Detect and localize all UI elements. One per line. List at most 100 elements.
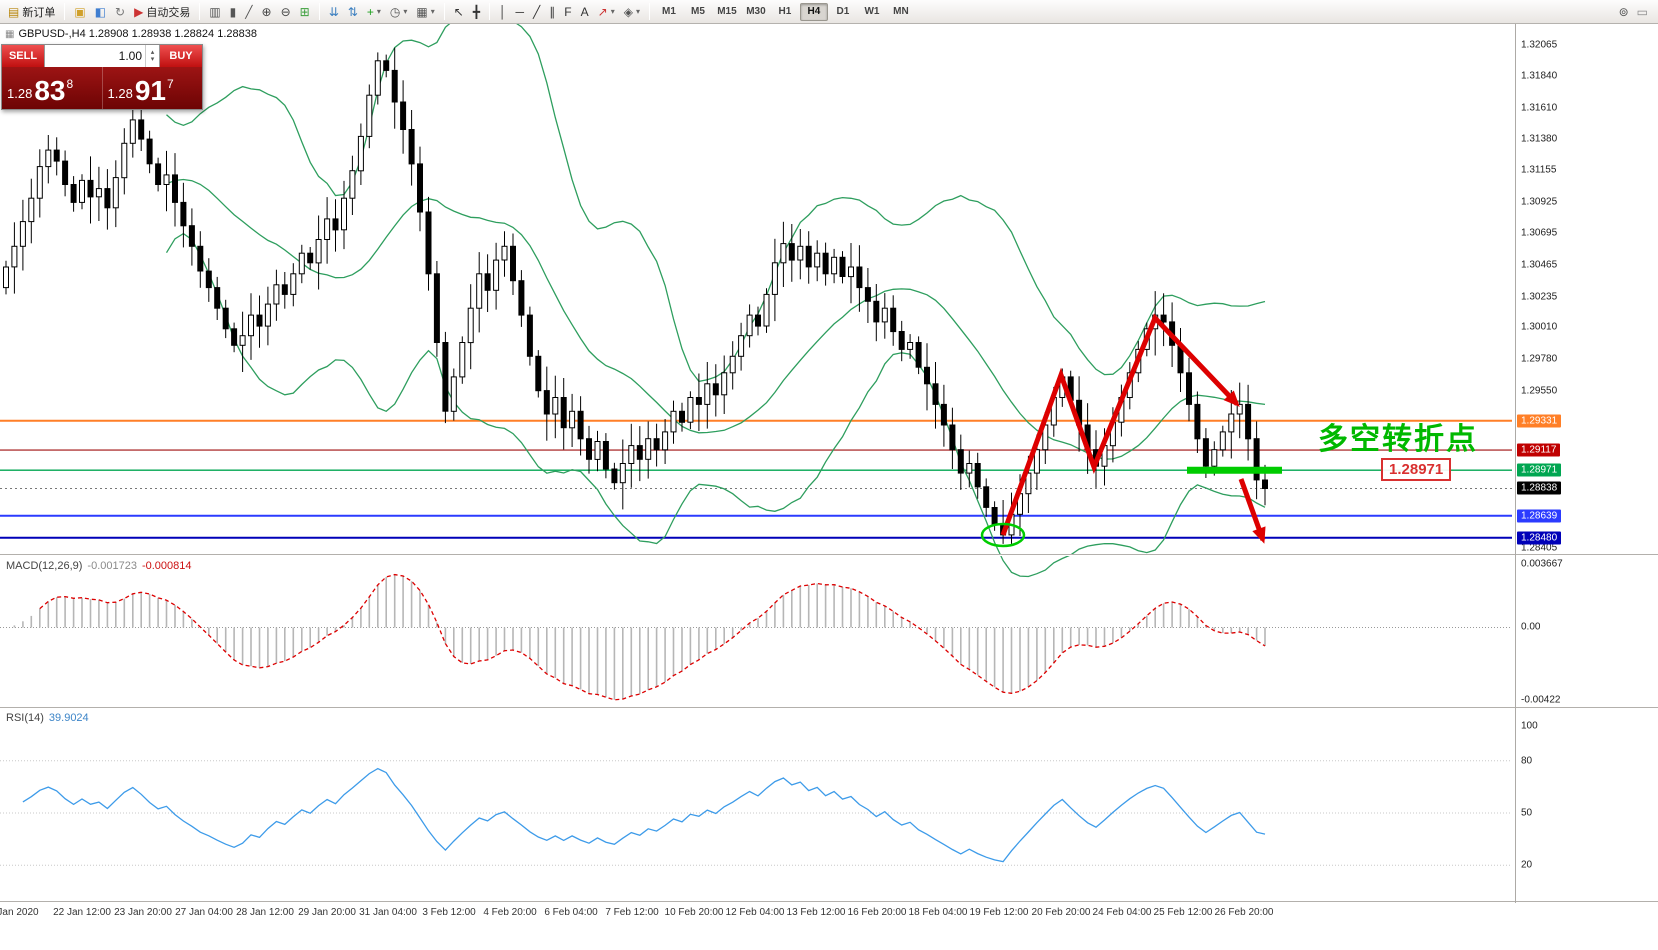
timeframe-m1-button[interactable]: M1 [662,6,676,17]
search-button[interactable]: ⊚ [1615,2,1633,22]
trade-panel-prices: 1.28 83 8 1.28 91 7 [2,67,202,109]
template-button[interactable]: ▦ ▾ [412,2,438,22]
bar-chart-icon: ▥ [209,4,221,19]
refresh-icon: ↻ [115,4,126,19]
shapes-button[interactable]: ◈ ▾ [620,2,644,22]
toolbar-right-group: ⊚ ▭ [1615,1,1652,23]
macd-signal-value: -0.000814 [141,560,192,572]
rsi-pane-divider[interactable] [0,707,1658,709]
sell-price-big: 83 [34,75,66,106]
new-order-button[interactable]: ▤ 新订单 [4,2,59,22]
trendline-icon: ╱ [533,4,541,19]
line-chart-button[interactable]: ╱ [241,2,256,22]
rsi-value: 39.9024 [48,712,89,724]
price-axis[interactable] [1515,24,1577,903]
zoom-out-button[interactable]: ⊖ [277,2,295,22]
horizontal-line-icon: ─ [515,4,525,19]
macd-pane[interactable] [0,556,1515,707]
vertical-line-button[interactable]: │ [495,2,511,22]
sell-price[interactable]: 1.28 83 8 [2,67,102,109]
indicator-list-icon: ⇊ [328,4,339,19]
buy-button[interactable]: BUY [160,45,202,67]
buy-price-big: 91 [134,75,166,106]
stepper-up-icon[interactable]: ▴ [150,49,155,56]
turning-point-annotation[interactable]: 多空转折点 [1318,423,1478,456]
chevron-down-icon[interactable]: ▾ [635,7,640,16]
trendline-button[interactable]: ╱ [529,2,544,22]
main-chart-pane[interactable] [0,24,1515,554]
template-icon: ▦ [416,4,428,19]
pointer-button[interactable]: ▭ [1633,2,1652,22]
cursor-button[interactable]: ↖ [450,2,468,22]
text-button[interactable]: A [577,2,593,22]
chart-icon: ▦ [5,28,15,40]
candlestick-chart-icon: ▮ [229,4,237,19]
toolbar-separator [443,3,445,20]
line-chart-icon: ╱ [245,4,253,19]
stepper-down-icon[interactable]: ▾ [150,56,155,63]
macd-main-value: -0.001723 [87,560,137,572]
chevron-down-icon[interactable]: ▾ [403,7,408,16]
channel-button[interactable]: ∥ [545,2,559,22]
timeframe-h1-button[interactable]: H1 [778,6,792,17]
price-tag-annotation[interactable]: 1.28971 [1381,458,1452,481]
chevron-down-icon[interactable]: ▾ [610,7,615,16]
toolbar-separator [64,3,66,20]
tile-windows-button[interactable]: ⊞ [296,2,314,22]
market-watch-icon: ◧ [94,4,107,19]
autotrading-button[interactable]: ▶ 自动交易 [130,2,194,22]
pointer-icon: ▭ [1636,5,1648,19]
timeframe-mn-button[interactable]: MN [893,6,909,17]
toolbar-separator [489,3,491,20]
zoom-in-icon: ⊕ [261,4,272,19]
horizontal-line-button[interactable]: ─ [512,2,529,22]
candlestick-chart-button[interactable]: ▮ [226,2,241,22]
timeframe-h4-button[interactable]: H4 [799,2,828,21]
indicator-list-button[interactable]: ⇊ [325,2,343,22]
macd-name: MACD(12,26,9) [6,560,83,572]
fibonacci-icon: F [564,4,572,19]
chevron-down-icon[interactable]: ▾ [376,7,381,16]
channel-icon: ∥ [549,4,556,19]
buy-price-prefix: 1.28 [107,86,133,101]
buy-price-sup: 7 [166,77,174,91]
fibonacci-button[interactable]: F [560,2,575,22]
toolbar-separator [648,3,650,20]
rsi-pane[interactable] [0,709,1515,901]
new-order-icon: ▤ [8,4,20,19]
bar-chart-button[interactable]: ▥ [205,2,224,22]
new-order-button-label: 新订单 [22,6,56,19]
toolbar-separator [318,3,320,20]
main-toolbar: ▤ 新订单 ▣ ◧ ↻ ▶ 自动交易 ▥ ▮ ╱ ⊕ ⊖ ⊞ ⇊ ⇅ + ▾ ◷ ▾ ▦ ▾ ↖ ╋ │ ─ ╱ ∥ F A ↗ ▾ ◈ ▾ M1… [0,0,1658,24]
sell-button[interactable]: SELL [2,45,44,67]
macd-pane-divider[interactable] [0,554,1658,556]
add-indicator-button[interactable]: + ▾ [363,2,385,22]
timeframe-m30-button[interactable]: M30 [746,6,766,17]
refresh-button[interactable]: ↻ [111,2,129,22]
arrows-button[interactable]: ↗ ▾ [594,2,619,22]
buy-price[interactable]: 1.28 91 7 [101,67,203,109]
market-watch-button[interactable]: ◧ [91,2,110,22]
chevron-down-icon[interactable]: ▾ [430,7,435,16]
trade-panel-controls: SELL 1.00 ▴ ▾ BUY [2,45,202,67]
cursor-icon: ↖ [453,4,464,19]
crosshair-icon: ╋ [472,4,481,19]
timeframe-m5-button[interactable]: M5 [691,6,705,17]
macd-indicator-label: MACD(12,26,9) -0.001723 -0.000814 [6,560,192,572]
indicator-window-button[interactable]: ⇅ [344,2,362,22]
zoom-in-button[interactable]: ⊕ [258,2,276,22]
time-axis[interactable] [0,903,1515,927]
timeframe-w1-button[interactable]: W1 [864,6,880,17]
price-axis-border [1515,24,1516,903]
timeframe-m15-button[interactable]: M15 [717,6,737,17]
volume-stepper[interactable]: ▴ ▾ [145,45,159,67]
chart-list-button[interactable]: ▣ [70,2,89,22]
rsi-indicator-label: RSI(14) 39.9024 [6,712,89,724]
shapes-icon: ◈ [623,4,633,19]
chart-list-icon: ▣ [74,4,86,19]
crosshair-button[interactable]: ╋ [469,2,484,22]
timeframe-d1-button[interactable]: D1 [836,6,850,17]
sell-price-sup: 8 [66,77,74,91]
volume-field[interactable]: 1.00 ▴ ▾ [44,45,160,67]
period-button[interactable]: ◷ ▾ [386,2,412,22]
